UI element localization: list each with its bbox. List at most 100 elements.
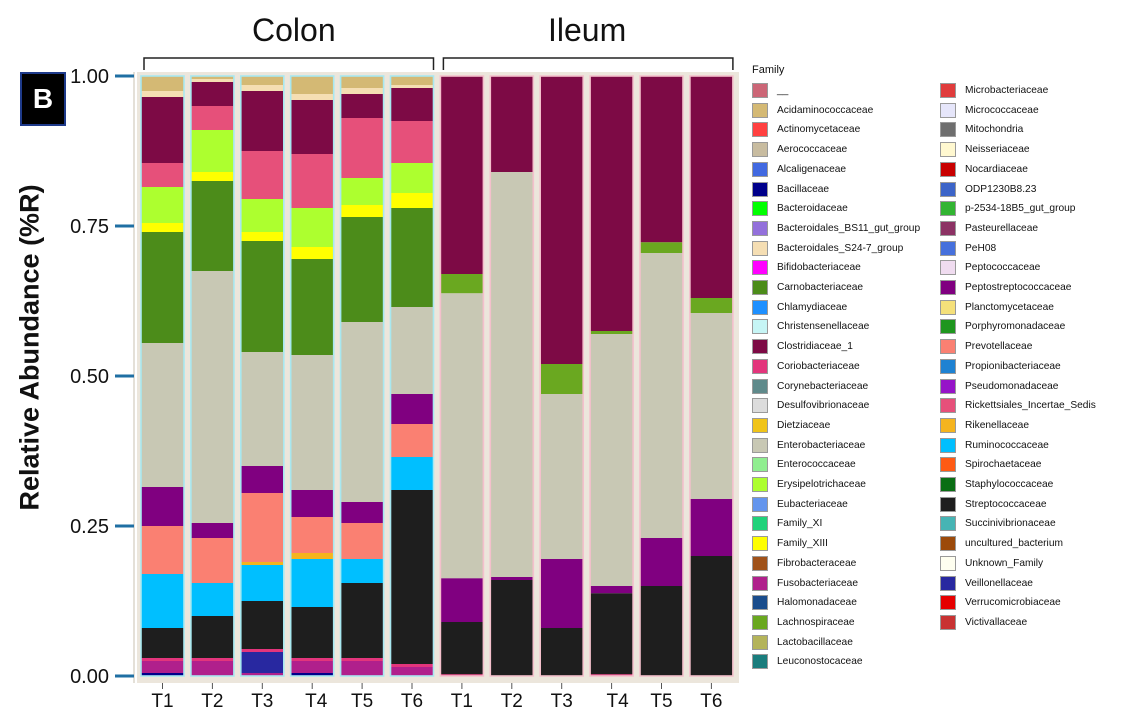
legend-swatch: [752, 614, 768, 630]
bar-segment: [240, 76, 284, 85]
bar-segment: [440, 76, 484, 274]
legend-swatch: [752, 457, 768, 473]
legend-label: Leuconostocaceae: [777, 656, 863, 668]
bar-segment: [190, 583, 234, 616]
legend-swatch: [752, 319, 768, 335]
legend-item: Rikenellaceae: [940, 417, 1029, 434]
group-bracket: [442, 57, 734, 70]
bar-segment: [390, 163, 434, 193]
y-tick-label: 1.00: [70, 66, 109, 88]
group-label-colon: Colon: [252, 12, 336, 48]
legend-label: Succinivibrionaceae: [965, 518, 1056, 530]
bar-segment: [440, 622, 484, 675]
legend-swatch: [752, 555, 768, 571]
legend-item: Porphyromonadaceae: [940, 318, 1065, 335]
legend-item: Acidaminococcaceae: [752, 102, 873, 119]
group-brackets: [143, 57, 734, 70]
legend-label: Mitochondria: [965, 124, 1024, 136]
legend-label: Enterobacteriaceae: [777, 439, 866, 451]
bar-segment: [390, 208, 434, 307]
legend-swatch: [940, 240, 956, 256]
bar-segment: [390, 76, 434, 85]
legend-swatch: [940, 358, 956, 374]
legend-item: ODP1230B8.23: [940, 181, 1036, 198]
legend-swatch: [752, 181, 768, 197]
legend-item: Streptococcaceae: [940, 496, 1047, 513]
bar-segment: [390, 667, 434, 676]
legend-item: Lactobacillaceae: [752, 634, 853, 651]
group-bracket: [143, 57, 435, 70]
bar-segment: [340, 661, 384, 676]
bar-segment: [590, 593, 634, 675]
bar-segment: [440, 293, 484, 579]
legend-swatch: [940, 319, 956, 335]
bar-segment: [490, 580, 534, 676]
legend-swatch: [752, 358, 768, 374]
legend-item: Family_XI: [752, 515, 822, 532]
legend-swatch: [940, 122, 956, 138]
bar-segment: [290, 673, 334, 676]
bar-segment: [390, 85, 434, 88]
y-axis-label: Relative Abundance (%R): [14, 184, 45, 511]
legend-label: Peptostreptococcaceae: [965, 282, 1072, 293]
bar-outline: [439, 75, 485, 677]
x-tick-label: T1: [451, 691, 473, 712]
bar-segment: [689, 499, 733, 556]
bar-segment: [340, 658, 384, 661]
legend-item: Microbacteriaceae: [940, 82, 1048, 99]
bar-segment: [390, 457, 434, 490]
bar-segment: [540, 76, 584, 364]
bar-segment: [240, 601, 284, 649]
legend-item: Bacteroidales_BS11_gut_group: [752, 220, 920, 237]
legend-swatch: [940, 398, 956, 414]
bar-segment: [490, 577, 534, 580]
legend-swatch: [752, 122, 768, 138]
legend-item: Rickettsiales_Incertae_Sedis: [940, 397, 1096, 414]
legend-item: Pasteurellaceae: [940, 220, 1038, 237]
bar-segment: [190, 82, 234, 106]
legend-label: Bacteroidales_BS11_gut_group: [777, 222, 921, 234]
x-tick-label: T2: [501, 691, 523, 712]
bar-segment: [290, 559, 334, 607]
bar-segment: [340, 76, 384, 88]
legend-swatch: [940, 280, 956, 295]
legend-item: Bacteroidales_S24-7_group: [752, 240, 903, 257]
legend-swatch: [752, 634, 768, 650]
bar-segment: [390, 307, 434, 394]
bar-segment: [141, 91, 184, 97]
bar-segment: [390, 88, 434, 121]
legend-item: Succinivibrionaceae: [940, 515, 1056, 532]
bar-segment: [240, 565, 284, 601]
legend-swatch: [940, 457, 956, 473]
legend-swatch: [940, 555, 956, 571]
legend-item: Enterobacteriaceae: [752, 437, 865, 454]
legend-label: Desulfovibrionaceae: [777, 400, 870, 412]
bars-layer: [140, 75, 734, 677]
legend-swatch: [940, 142, 956, 158]
bar-segment: [141, 97, 184, 163]
legend-label: Fusobacteriaceae: [777, 577, 858, 589]
bar-segment: [540, 394, 584, 559]
legend-swatch: [940, 516, 956, 532]
legend-label: Bacillaceae: [777, 183, 830, 195]
legend-swatch: [752, 437, 768, 453]
bar-segment: [290, 490, 334, 517]
legend-label: Prevotellaceae: [965, 341, 1033, 353]
legend-label: Actinomycetaceae: [777, 124, 861, 136]
legend-item: Corynebacteriaceae: [752, 378, 868, 395]
bar-outline: [289, 75, 335, 677]
legend-item: Verrucomicrobiaceae: [940, 594, 1061, 611]
bar-segment: [290, 76, 334, 94]
legend-item: Nocardiaceae: [940, 161, 1028, 178]
legend-title: Family: [752, 64, 785, 76]
legend-label: Rikenellaceae: [965, 419, 1029, 431]
x-tick-label: T6: [700, 691, 722, 712]
legend-swatch: [752, 201, 768, 217]
x-tick-label: T2: [201, 691, 223, 712]
legend-swatch: [940, 220, 956, 236]
bar-segment: [640, 538, 683, 586]
legend-label: Lactobacillaceae: [777, 636, 853, 648]
x-tick-label: T4: [305, 691, 328, 712]
legend-item: Neisseriaceae: [940, 141, 1030, 158]
bar-segment: [390, 193, 434, 208]
